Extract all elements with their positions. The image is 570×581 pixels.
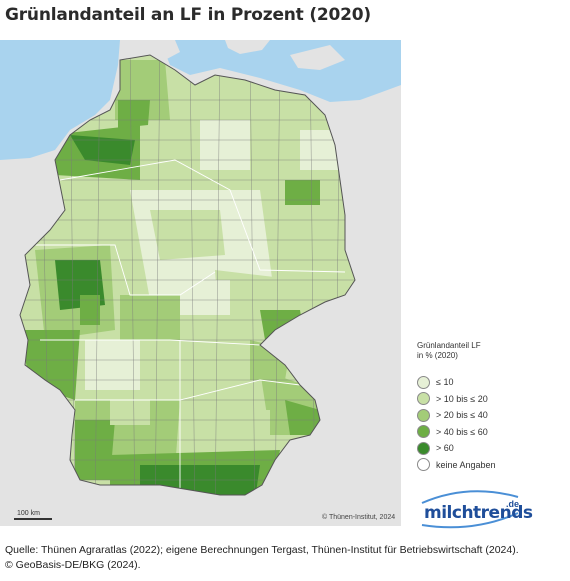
legend-swatch [417,458,430,472]
legend-label: keine Angaben [436,459,496,470]
logo-swoosh [421,490,519,529]
source-line: Quelle: Thünen Agraratlas (2022); eigene… [5,544,519,556]
region-rheinhessen [85,340,140,390]
legend-label: > 20 bis ≤ 40 [436,410,488,421]
denmark [135,40,180,60]
germany-map [0,40,401,526]
district-borders [20,55,355,495]
legend-item: > 20 bis ≤ 40 [417,407,567,424]
map-title: Grünlandanteil an LF in Prozent (2020) [5,5,371,25]
region-ostfriesland [70,135,135,165]
legend-items: ≤ 10 > 10 bis ≤ 20 > 20 bis ≤ 40 > 40 bi… [417,374,567,473]
legend-item: ≤ 10 [417,374,567,391]
legend-title: Grünlandanteil LF [417,341,481,350]
map-area [0,40,401,526]
legend-label: > 10 bis ≤ 20 [436,393,488,404]
legend-item: > 10 bis ≤ 20 [417,391,567,408]
north-sea [0,40,120,160]
state-borders [30,159,346,495]
region-passau [285,400,320,435]
legend-subtitle: in % (2020) [417,351,458,360]
legend-swatch [417,408,430,422]
logo-suffix: .de [506,499,520,509]
legend-item: > 60 [417,440,567,457]
legend-item: keine Angaben [417,457,567,474]
region-hesse [120,295,180,340]
legend-swatch [417,392,430,406]
legend: Grünlandanteil LF in % (2020) ≤ 10 > 10 … [417,341,567,473]
danish-island [225,40,270,54]
legend-swatch [417,441,430,455]
legend-swatch [417,375,430,389]
district-shading [20,60,345,495]
region-spreewald [285,180,320,205]
milchtrends-logo[interactable]: milchtrends .de [418,489,533,529]
scale-label: 100 km [17,510,40,517]
scale-bar [14,518,52,520]
legend-label: > 60 [436,443,454,454]
danish-island [290,45,345,70]
region-mecklenburg-low [200,120,250,170]
source-copyright: © GeoBasis-DE/BKG (2024). [5,559,141,571]
region-thuringian-basin [180,280,230,315]
source-note: Quelle: Thünen Agraratlas (2022); eigene… [5,543,519,573]
legend-item: > 40 bis ≤ 60 [417,424,567,441]
region-dithmarschen [118,100,150,128]
legend-swatch [417,425,430,439]
logo-text: milchtrends [424,503,533,523]
region-neckar [110,400,150,425]
region-bergisches-land [80,295,100,325]
region-hannover [150,210,225,260]
baltic-sea [160,40,401,102]
region-black-forest [75,420,115,480]
region-lower-bavaria [180,410,270,455]
region-franconia [170,340,260,410]
country-outline [19,54,356,496]
legend-label: > 40 bis ≤ 60 [436,426,488,437]
map-copyright: © Thünen-Institut, 2024 [322,514,396,521]
legend-label: ≤ 10 [436,377,454,388]
